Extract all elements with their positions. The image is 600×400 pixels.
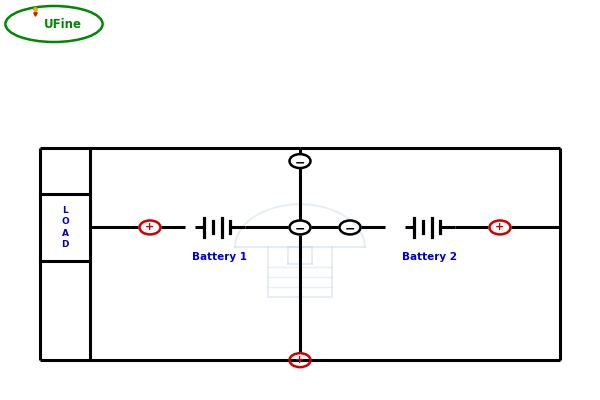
Text: +: + xyxy=(496,222,505,232)
Text: −: − xyxy=(345,222,355,236)
Bar xyxy=(40,194,90,261)
Text: −: − xyxy=(295,156,305,169)
Text: Battery 1: Battery 1 xyxy=(193,252,248,262)
Bar xyxy=(268,247,332,297)
Text: UFine: UFine xyxy=(44,18,82,32)
Text: +: + xyxy=(295,355,305,365)
Text: −: − xyxy=(295,222,305,236)
Text: Battery 2: Battery 2 xyxy=(403,252,458,262)
Text: The Batteries Are Connected in Parallel: The Batteries Are Connected in Parallel xyxy=(52,68,548,88)
Text: +: + xyxy=(145,222,155,232)
Text: L
O
A
D: L O A D xyxy=(61,206,69,249)
